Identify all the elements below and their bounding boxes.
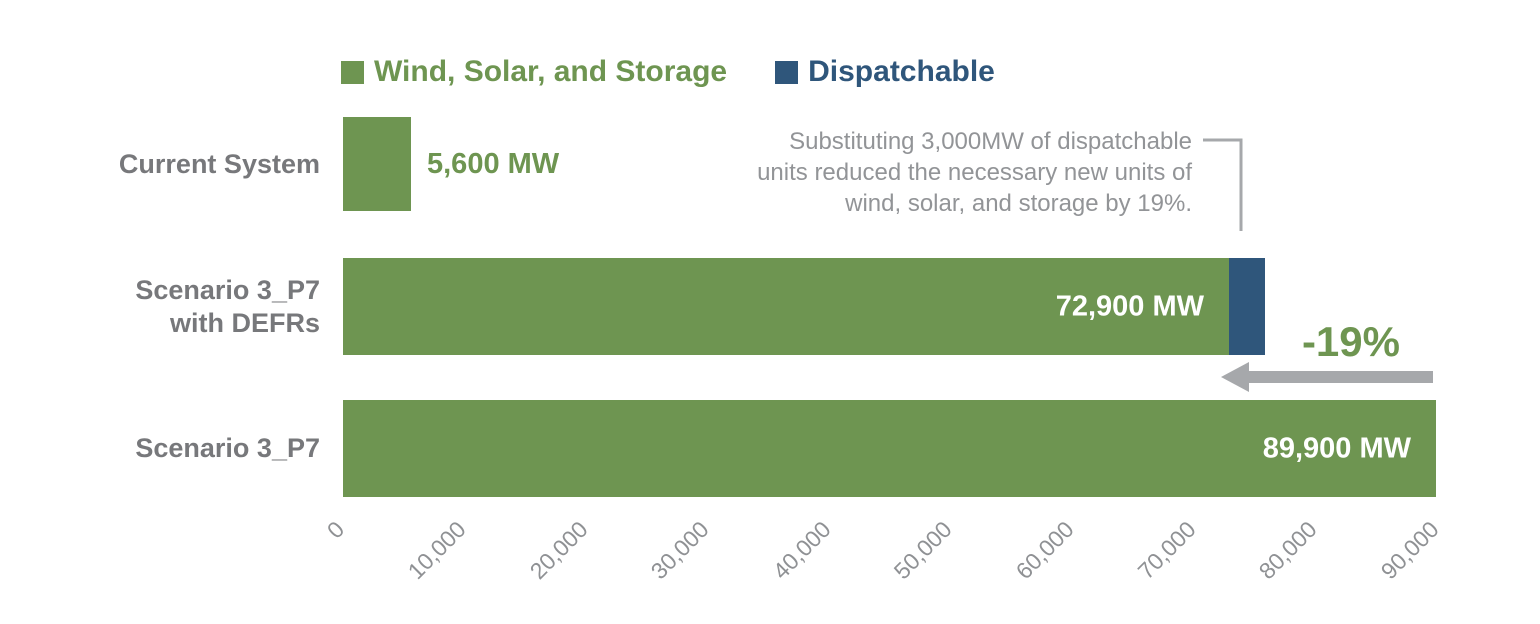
- legend-label-dispatchable: Dispatchable: [808, 55, 995, 88]
- x-axis-tick-label: 40,000: [767, 516, 836, 585]
- bar-track: 89,900 MW: [343, 400, 1436, 497]
- x-axis-tick-label: 20,000: [524, 516, 593, 585]
- category-label-scenario-3p7: Scenario 3_P7: [0, 400, 320, 497]
- bar-value-label: 72,900 MW: [1055, 290, 1204, 322]
- category-label-scenario-3p7-with-defrs: Scenario 3_P7 with DEFRs: [0, 258, 320, 355]
- bar-value-label: 89,900 MW: [1262, 432, 1411, 464]
- annotation-line: units reduced the necessary new units of: [757, 159, 1192, 186]
- left-arrow-body: [1249, 371, 1433, 383]
- category-label-line: Scenario 3_P7: [135, 274, 320, 305]
- legend-swatch-blue-icon: [775, 60, 799, 84]
- left-arrow-icon: [1221, 362, 1249, 392]
- x-axis-tick-label: 10,000: [402, 516, 471, 585]
- annotation-line: Substituting 3,000MW of dispatchable: [789, 128, 1192, 155]
- legend-swatch-green-icon: [341, 60, 364, 84]
- bar-track: 72,900 MW: [343, 258, 1265, 355]
- x-axis-tick-label: 90,000: [1375, 516, 1444, 585]
- bar-row-scenario-3p7: Scenario 3_P7 89,900 MW: [0, 400, 1540, 497]
- bar-row-scenario-3p7-with-defrs: Scenario 3_P7 with DEFRs 72,900 MW: [0, 258, 1540, 355]
- legend-item-dispatchable: Dispatchable: [775, 55, 995, 89]
- x-axis-tick-label: 70,000: [1132, 516, 1201, 585]
- bar-segment-wind-solar-storage: 72,900 MW: [343, 258, 1229, 355]
- bar-segment-dispatchable: [1229, 258, 1265, 355]
- category-label-line: with DEFRs: [169, 307, 320, 338]
- category-label-line: Current System: [118, 148, 320, 179]
- annotation-text: Substituting 3,000MW of dispatchable uni…: [757, 126, 1192, 219]
- legend-label-wind-solar-storage: Wind, Solar, and Storage: [374, 55, 728, 88]
- bar-track: 5,600 MW: [343, 117, 559, 211]
- x-axis-tick-label: 80,000: [1253, 516, 1322, 585]
- legend-item-wind-solar-storage: Wind, Solar, and Storage: [341, 55, 727, 89]
- x-axis-tick-label: 0: [321, 516, 350, 544]
- x-axis-tick-label: 60,000: [1010, 516, 1079, 585]
- bar-segment-wind-solar-storage: [343, 117, 411, 211]
- category-label-current-system: Current System: [0, 117, 320, 211]
- bar-row-current-system: Current System 5,600 MW: [0, 117, 1540, 211]
- bar-segment-wind-solar-storage: 89,900 MW: [343, 400, 1436, 497]
- category-label-line: Scenario 3_P7: [135, 433, 320, 463]
- x-axis-tick-label: 50,000: [889, 516, 958, 585]
- x-axis-tick-label: 30,000: [645, 516, 715, 585]
- percent-reduction-label: -19%: [1301, 318, 1400, 365]
- legend: Wind, Solar, and Storage Dispatchable: [341, 55, 995, 89]
- annotation-line: wind, solar, and storage by 19%.: [845, 190, 1192, 217]
- bar-value-label: 5,600 MW: [427, 147, 560, 180]
